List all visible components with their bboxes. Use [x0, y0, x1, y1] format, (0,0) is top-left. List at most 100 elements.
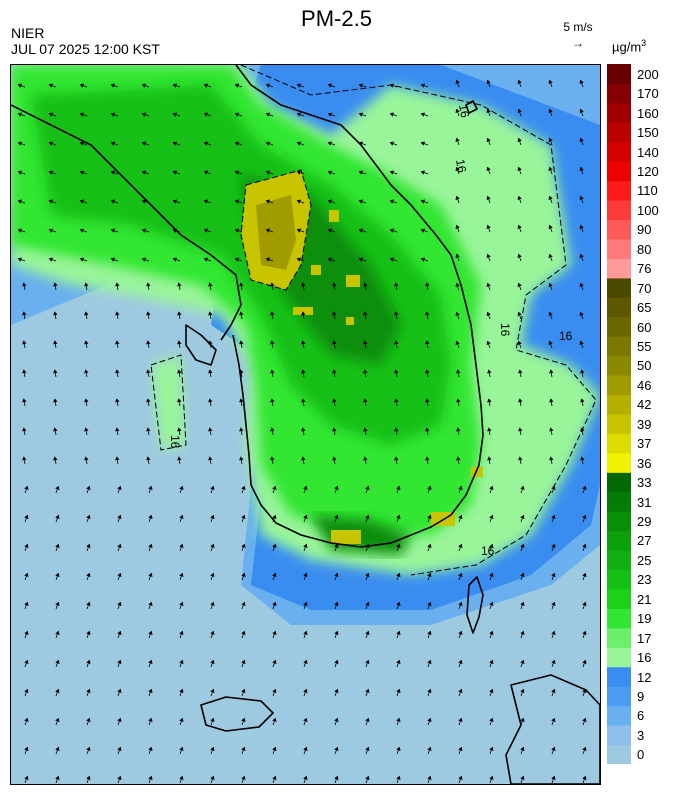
wind-vector-head: [301, 340, 306, 345]
wind-vector-head: [179, 717, 184, 722]
wind-vector-head: [270, 311, 275, 316]
legend-swatch: [607, 433, 631, 454]
wind-vector-head: [303, 543, 308, 548]
source-info: NIER JUL 07 2025 12:00 KST: [11, 25, 160, 57]
wind-vector-head: [517, 224, 522, 229]
wind-vector-head: [86, 659, 91, 664]
wind-vector-head: [396, 659, 401, 664]
wind-vector-head: [48, 141, 53, 146]
wind-vector-head: [551, 572, 556, 577]
wind-vector-head: [203, 199, 208, 204]
wind-vector-head: [334, 485, 339, 490]
coastlines: [11, 65, 600, 784]
wind-vector-head: [303, 630, 308, 635]
wind-vector-head: [489, 746, 494, 751]
wind-vector-head: [210, 630, 215, 635]
wind-vector-head: [117, 688, 122, 693]
wind-vector-head: [86, 572, 91, 577]
wind-vector-head: [363, 340, 368, 345]
wind-vector-head: [24, 688, 29, 693]
wind-vector-head: [79, 83, 84, 88]
wind-vector-head: [456, 398, 461, 403]
wind-vector-head: [177, 282, 182, 287]
wind-vector-head: [489, 572, 494, 577]
chart-title: PM-2.5: [301, 6, 372, 31]
wind-vector-head: [86, 717, 91, 722]
wind-vector-head: [55, 688, 60, 693]
pm25-map: 16 16 16 16 16 16: [10, 64, 601, 785]
wind-vector-head: [425, 398, 430, 403]
wind-vector-head: [455, 108, 460, 113]
wind-vector-head: [486, 340, 491, 345]
wind-vector-head: [520, 659, 525, 664]
legend-swatch: [607, 258, 631, 279]
wind-vector-head: [48, 228, 53, 233]
wind-vector-head: [270, 282, 275, 287]
wind-vector-head: [420, 199, 425, 204]
wind-vector-head: [79, 170, 84, 175]
wind-vector-head: [455, 340, 460, 345]
wind-vector-head: [234, 170, 239, 175]
wind-vector-head: [55, 659, 60, 664]
wind-vector-head: [22, 369, 27, 374]
wind-vector-head: [48, 83, 53, 88]
wind-vector-head: [358, 112, 363, 117]
wind-vector-head: [394, 311, 399, 316]
legend-level-label: 42: [637, 397, 652, 413]
wind-vector-head: [389, 199, 394, 204]
wind-vector-head: [365, 601, 370, 606]
wind-vector-head: [234, 83, 239, 88]
wind-vector-head: [582, 485, 587, 490]
wind-vector-head: [389, 257, 394, 262]
wind-vector-head: [272, 717, 277, 722]
wind-vector-head: [296, 112, 301, 117]
wind-vector-head: [425, 456, 430, 461]
wind-vector-head: [110, 228, 115, 233]
wind-vector-head: [579, 311, 584, 316]
legend-swatch: [607, 627, 631, 648]
wind-vector-head: [458, 717, 463, 722]
legend-level-label: 37: [637, 436, 652, 452]
legend-swatch: [607, 200, 631, 221]
wind-vector-head: [141, 83, 146, 88]
wind-vector-head: [86, 775, 91, 780]
legend-level-label: 9: [637, 688, 645, 704]
wind-vector-head: [117, 543, 122, 548]
wind-vector-head: [551, 514, 556, 519]
legend-level-label: 100: [637, 202, 659, 218]
wind-vector-head: [425, 311, 430, 316]
wind-vector-head: [518, 427, 523, 432]
wind-vector-head: [239, 311, 244, 316]
wind-vector-head: [210, 485, 215, 490]
legend-level-label: 76: [637, 261, 652, 277]
wind-vector-head: [365, 485, 370, 490]
wind-vector-head: [579, 253, 584, 258]
wind-vector-head: [22, 311, 27, 316]
wind-vector-head: [148, 630, 153, 635]
wind-vector-head: [115, 398, 120, 403]
wind-vector-head: [518, 398, 523, 403]
wind-vector-head: [358, 257, 363, 262]
wind-vector-head: [303, 514, 308, 519]
wind-vector-head: [179, 659, 184, 664]
wind-vector-head: [208, 427, 213, 432]
wind-vector-head: [270, 427, 275, 432]
legend-swatch: [607, 355, 631, 376]
wind-vector-head: [520, 601, 525, 606]
legend-level-label: 60: [637, 319, 652, 335]
wind-vector-head: [396, 717, 401, 722]
contour-label: 16: [456, 103, 472, 119]
wind-vector-head: [24, 514, 29, 519]
wind-vector-head: [270, 398, 275, 403]
wind-vector-head: [358, 170, 363, 175]
legend-level-label: 140: [637, 144, 659, 160]
wind-vector-head: [208, 282, 213, 287]
wind-vector-head: [520, 630, 525, 635]
wind-vector-head: [455, 79, 460, 84]
legend-level-label: 33: [637, 475, 652, 491]
wind-vector-head: [115, 369, 120, 374]
legend-swatch: [607, 141, 631, 162]
wind-vector-head: [580, 398, 585, 403]
wind-vector-head: [551, 659, 556, 664]
wind-vector-head: [141, 228, 146, 233]
